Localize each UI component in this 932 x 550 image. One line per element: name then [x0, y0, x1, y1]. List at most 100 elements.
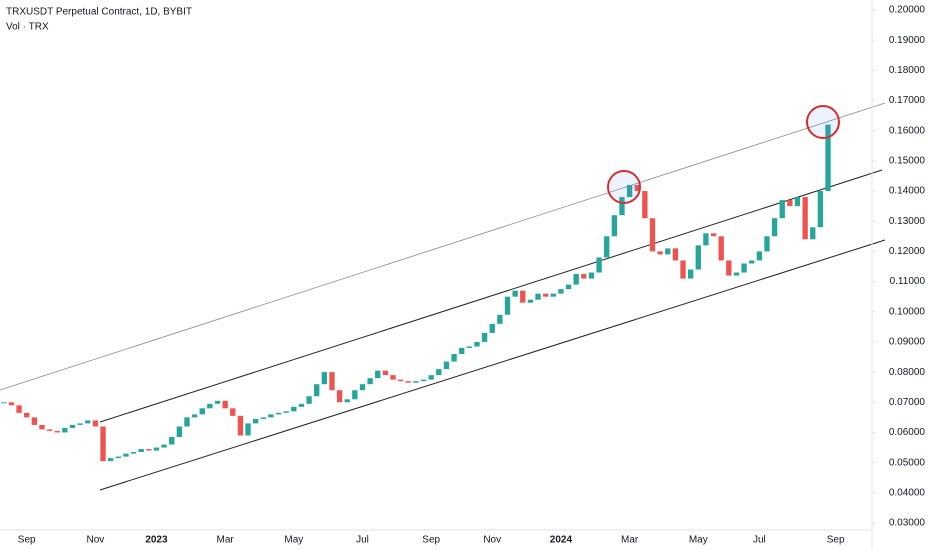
candle: [581, 274, 587, 279]
candle: [611, 215, 618, 237]
candle: [314, 384, 320, 397]
y-tick-label: 0.17000: [889, 95, 926, 106]
candle: [283, 411, 289, 413]
x-tick-label: Mar: [621, 535, 639, 546]
candle: [428, 375, 434, 380]
y-tick-label: 0.11000: [890, 276, 926, 287]
candle: [375, 370, 381, 379]
candle: [497, 314, 503, 324]
candle: [733, 272, 740, 276]
candle: [92, 420, 99, 427]
candle: [16, 405, 22, 413]
candle: [237, 415, 244, 436]
candle: [107, 458, 114, 462]
x-tick-label: Sep: [422, 535, 440, 546]
candle: [825, 124, 831, 192]
candle: [153, 447, 160, 451]
candle: [573, 274, 579, 285]
x-tick-label: Sep: [18, 535, 36, 546]
candle: [604, 236, 610, 258]
candle: [69, 424, 76, 428]
candle: [642, 191, 648, 219]
candle: [344, 399, 350, 403]
highlight-circle: [607, 170, 641, 204]
candle: [146, 449, 152, 451]
candle: [24, 412, 30, 418]
x-tick-label: May: [689, 535, 708, 546]
candle: [85, 420, 91, 424]
candle: [77, 423, 83, 425]
y-tick-label: 0.09000: [889, 337, 926, 348]
candle: [802, 197, 808, 240]
candle: [527, 299, 534, 303]
candle: [817, 191, 824, 228]
candle: [771, 218, 778, 237]
candle: [710, 233, 717, 237]
candle: [230, 408, 236, 416]
chart-title: TRXUSDT Perpetual Contract, 1D, BYBIT: [6, 7, 192, 18]
middle-channel-line: [99, 169, 883, 423]
upper-channel-line: [0, 102, 886, 391]
candle: [504, 296, 511, 315]
x-tick-label: 2024: [550, 535, 573, 546]
y-tick-label: 0.08000: [889, 367, 926, 378]
candle: [62, 427, 68, 433]
candle: [481, 332, 488, 342]
y-tick-label: 0.16000: [889, 125, 926, 136]
candle: [245, 423, 251, 436]
candle: [489, 323, 495, 333]
y-tick-label: 0.05000: [889, 457, 926, 468]
candle: [169, 436, 175, 445]
candle: [123, 453, 129, 457]
candle: [665, 248, 671, 255]
candle: [657, 251, 663, 255]
candle: [649, 218, 656, 252]
x-tick-label: Mar: [217, 535, 235, 546]
y-tick-label: 0.07000: [889, 397, 926, 408]
candle: [291, 406, 297, 412]
x-tick-label: Jul: [753, 535, 766, 546]
candle: [672, 248, 679, 261]
candle: [626, 185, 633, 198]
y-tick-label: 0.03000: [889, 518, 926, 529]
candle: [252, 418, 259, 424]
candles: [1, 124, 831, 462]
candle: [329, 372, 335, 391]
y-tick-label: 0.10000: [889, 306, 926, 317]
candle: [298, 403, 305, 407]
candle: [558, 289, 564, 294]
candle: [466, 346, 473, 348]
candle: [794, 197, 801, 207]
candle: [39, 424, 45, 430]
y-tick-label: 0.14000: [889, 186, 926, 197]
candle: [512, 290, 518, 297]
candle: [687, 269, 694, 279]
candle: [336, 390, 343, 403]
candle: [268, 414, 274, 418]
candle: [535, 293, 541, 300]
y-tick-label: 0.15000: [889, 156, 926, 167]
candle: [191, 414, 198, 418]
candle: [810, 227, 816, 240]
candle: [222, 400, 228, 409]
candle: [54, 430, 60, 433]
candle: [100, 426, 106, 462]
candle: [207, 403, 213, 409]
candle: [726, 260, 732, 276]
candle: [382, 370, 389, 376]
candle: [130, 452, 137, 454]
candle: [306, 396, 312, 404]
candle: [680, 260, 686, 279]
candle: [695, 245, 701, 270]
x-tick-label: Sep: [827, 535, 845, 546]
candle: [565, 284, 572, 290]
candle: [542, 293, 549, 297]
candle: [161, 444, 167, 448]
candle: [443, 361, 450, 370]
y-tick-label: 0.18000: [889, 65, 926, 76]
candle: [359, 384, 366, 391]
candle: [115, 456, 121, 459]
candle: [749, 260, 755, 264]
candle: [260, 417, 266, 419]
candle: [596, 257, 602, 273]
